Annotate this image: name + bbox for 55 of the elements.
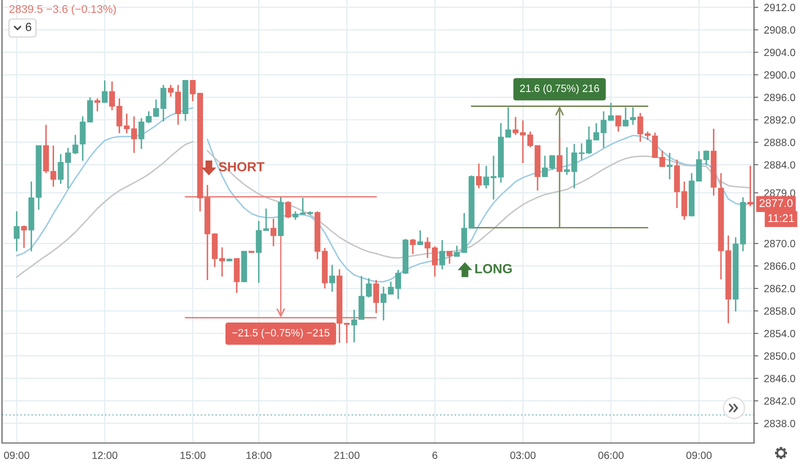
y-tick-label: 2912.0 xyxy=(764,4,796,12)
candlestick xyxy=(417,230,424,246)
y-tick-label: 2900.0 xyxy=(764,71,796,79)
y-tick-label: 2904.0 xyxy=(764,48,796,56)
candlestick xyxy=(476,162,482,190)
y-tick-label: 2892.0 xyxy=(764,116,796,124)
x-tick-label: 12:00 xyxy=(92,452,118,459)
x-tick-label: 09:00 xyxy=(686,452,712,459)
candlestick xyxy=(373,279,380,314)
annotation: −21.5 (−0.75%) −215 xyxy=(232,328,330,338)
y-tick-label: 2858.0 xyxy=(764,307,796,315)
x-tick-label: 15:00 xyxy=(180,452,206,459)
candlestick xyxy=(556,136,562,172)
text: 2877.0 xyxy=(760,199,793,208)
annotation: 6 xyxy=(26,22,32,32)
candlestick xyxy=(615,115,622,132)
candlestick xyxy=(410,238,416,255)
y-tick-label: 2908.0 xyxy=(764,26,796,34)
candlestick xyxy=(630,106,636,126)
candlestick xyxy=(666,152,673,180)
y-tick-label: 2870.0 xyxy=(764,240,796,248)
y-tick-label: 2866.0 xyxy=(764,262,796,270)
x-tick-label: 21:00 xyxy=(334,452,360,459)
x-tick-label: 6 xyxy=(432,452,438,459)
y-tick-label: 2838.0 xyxy=(764,420,796,428)
annotation: LONG xyxy=(475,264,512,274)
annotation: 2839.5 −3.6 (−0.13%) xyxy=(10,4,116,16)
y-tick-label: 2850.0 xyxy=(764,352,796,360)
x-tick-label: 06:00 xyxy=(598,452,624,459)
candlestick xyxy=(329,264,336,292)
candlestick xyxy=(14,210,20,252)
annotation: 21.6 (0.75%) 216 xyxy=(520,84,600,94)
y-tick-label: 2896.0 xyxy=(764,94,796,102)
y-tick-label: 2884.0 xyxy=(764,161,796,169)
candlestick xyxy=(234,258,240,294)
x-tick-label: 03:00 xyxy=(510,452,536,459)
candlestick xyxy=(94,98,100,112)
x-tick-label: 18:00 xyxy=(246,452,272,459)
annotation: SHORT xyxy=(218,162,264,172)
y-tick-label: 2888.0 xyxy=(764,138,796,146)
candlestick xyxy=(270,218,276,247)
y-tick-label: 2842.0 xyxy=(764,397,796,405)
y-tick-label: 2862.0 xyxy=(764,284,796,292)
candlestick xyxy=(622,106,629,128)
candlestick xyxy=(446,250,452,264)
y-tick-label: 2879.0 xyxy=(764,189,796,197)
text: 11:21 xyxy=(768,214,794,222)
y-tick-label: 2846.0 xyxy=(764,374,796,382)
y-tick-label: 2854.0 xyxy=(764,330,796,338)
candlestick xyxy=(21,224,27,249)
candlestick xyxy=(439,239,446,270)
x-tick-label: 09:00 xyxy=(4,452,30,459)
candlestick xyxy=(285,200,292,219)
candlestick xyxy=(351,309,358,344)
candlestick xyxy=(102,80,108,104)
